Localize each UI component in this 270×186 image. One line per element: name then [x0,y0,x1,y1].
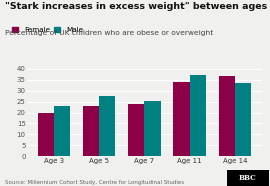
Bar [38,113,54,156]
Bar [54,106,70,156]
Text: Percentage of UK children who are obese or overweight: Percentage of UK children who are obese … [5,30,214,36]
Text: Source: Millennium Cohort Study, Centre for Longitudinal Studies: Source: Millennium Cohort Study, Centre … [5,180,184,185]
Text: BBC: BBC [239,174,256,182]
Bar [99,96,116,156]
Bar [190,75,206,156]
Text: "Stark increases in excess weight" between ages 7 and 11: "Stark increases in excess weight" betwe… [5,2,270,11]
Bar [83,106,99,156]
Bar [173,82,190,156]
Bar [219,76,235,156]
Bar [235,83,251,156]
Bar [128,104,144,156]
Legend: Female, Male: Female, Male [12,27,83,33]
Bar [144,100,161,156]
